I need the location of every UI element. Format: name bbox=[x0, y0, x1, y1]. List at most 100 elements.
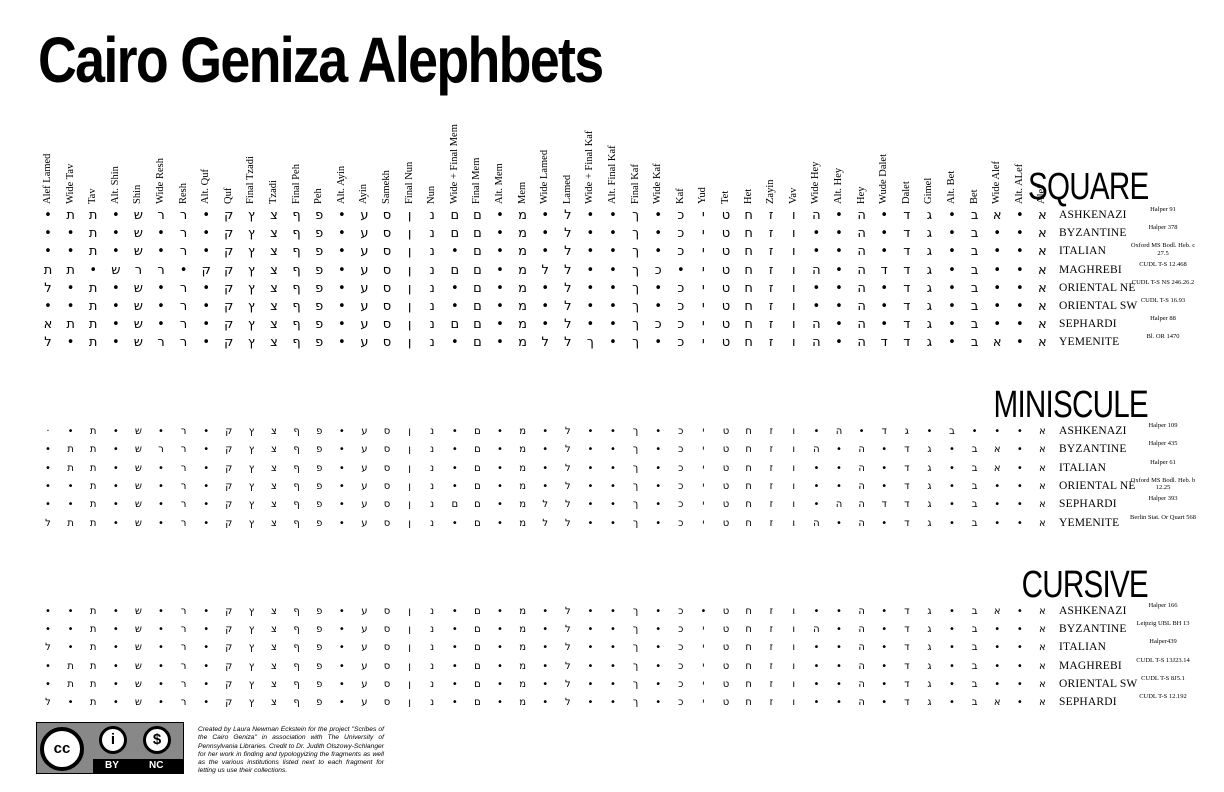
letter-glyph: • bbox=[1016, 660, 1023, 672]
letter-glyph: ש bbox=[134, 642, 142, 654]
letter-glyph: ל bbox=[44, 335, 52, 351]
letter-glyph: ג bbox=[926, 244, 933, 260]
letter-glyph: ה bbox=[812, 208, 821, 223]
letter-glyph: י bbox=[701, 317, 705, 333]
letter-glyph: א bbox=[1039, 697, 1046, 708]
letter-glyph: • bbox=[45, 462, 51, 474]
letter-glyph: • bbox=[948, 226, 956, 242]
letter-glyph: • bbox=[203, 660, 210, 672]
source-label: Halper439 bbox=[1149, 638, 1177, 646]
letter-glyph: מ bbox=[519, 678, 526, 690]
letter-glyph: • bbox=[994, 624, 1001, 636]
cc-license-badge[interactable]: cc i $ BY NC bbox=[36, 722, 184, 774]
letter-glyph: מ bbox=[518, 226, 528, 242]
letter-glyph: ך bbox=[632, 426, 639, 437]
letter-glyph: • bbox=[338, 642, 345, 654]
column-header: Quf bbox=[222, 187, 234, 204]
letter-glyph: • bbox=[813, 426, 820, 437]
letter-glyph: צ bbox=[270, 226, 278, 242]
letter-glyph: ק bbox=[224, 335, 234, 351]
letter-glyph: ף bbox=[293, 480, 300, 492]
letter-glyph: ז bbox=[769, 462, 773, 474]
letter-glyph: • bbox=[203, 642, 210, 654]
column-header: Wude Dalet bbox=[878, 153, 890, 204]
letter-glyph: • bbox=[45, 660, 51, 672]
letter-glyph: ן bbox=[407, 262, 412, 278]
letter-glyph: ף bbox=[293, 462, 300, 474]
letter-glyph: ת bbox=[43, 262, 53, 278]
letter-glyph: ד bbox=[904, 660, 910, 672]
letter-glyph: נ bbox=[430, 697, 435, 708]
letter-glyph: • bbox=[881, 624, 888, 636]
letter-glyph: פ bbox=[315, 244, 324, 260]
letter-glyph: • bbox=[610, 462, 616, 474]
letter-glyph: • bbox=[112, 480, 119, 492]
tradition-label: BYZANTINE bbox=[1059, 227, 1127, 240]
letter-glyph: ם bbox=[450, 262, 460, 278]
letter-glyph: ן bbox=[407, 299, 412, 314]
letter-glyph: • bbox=[542, 642, 549, 654]
letter-glyph: ק bbox=[225, 426, 233, 437]
letter-glyph: ף bbox=[293, 678, 300, 690]
letter-glyph: • bbox=[654, 244, 663, 260]
letter-glyph: ך bbox=[632, 208, 640, 223]
letter-glyph: ש bbox=[134, 426, 142, 437]
letter-glyph: • bbox=[111, 335, 120, 351]
letter-glyph: • bbox=[610, 660, 616, 672]
letter-glyph: • bbox=[881, 642, 888, 654]
letter-glyph: מ bbox=[518, 280, 528, 296]
letter-glyph: ם bbox=[473, 244, 482, 260]
letter-glyph: ה bbox=[858, 462, 865, 474]
letter-glyph: • bbox=[609, 208, 617, 223]
letter-glyph: • bbox=[112, 642, 119, 654]
letter-glyph: ז bbox=[769, 642, 773, 654]
letter-glyph: ש bbox=[134, 462, 142, 474]
letter-glyph: • bbox=[338, 480, 345, 492]
tradition-label: YEMENITE bbox=[1059, 516, 1120, 529]
letter-glyph: ל bbox=[564, 299, 572, 314]
letter-glyph: • bbox=[112, 624, 119, 636]
letter-glyph: • bbox=[497, 678, 503, 690]
letter-glyph: ש bbox=[134, 678, 142, 690]
letter-glyph: ך bbox=[632, 624, 639, 636]
letter-glyph: ק bbox=[225, 606, 233, 617]
letter-glyph: ל bbox=[542, 517, 549, 529]
letter-glyph: • bbox=[541, 226, 550, 242]
letter-glyph: כ bbox=[678, 426, 684, 437]
letter-glyph: • bbox=[541, 317, 550, 333]
letter-glyph: • bbox=[610, 624, 616, 636]
letter-glyph: • bbox=[45, 444, 51, 456]
letter-glyph: כ bbox=[677, 244, 685, 260]
letter-glyph: א bbox=[1039, 642, 1046, 654]
letter-glyph: ד bbox=[881, 426, 887, 437]
letter-glyph: ף bbox=[293, 642, 300, 654]
letter-glyph: ם bbox=[474, 517, 481, 529]
tradition-label: ITALIAN bbox=[1059, 245, 1107, 258]
letter-glyph: • bbox=[337, 244, 346, 260]
letter-glyph: • bbox=[1015, 244, 1024, 260]
letter-glyph: א bbox=[993, 697, 1001, 708]
letter-glyph: ג bbox=[927, 624, 932, 636]
letter-glyph: ב bbox=[970, 335, 979, 351]
letter-glyph: ק bbox=[225, 480, 233, 492]
letter-glyph: ח bbox=[745, 517, 752, 529]
letter-glyph: ר bbox=[180, 517, 187, 529]
letter-glyph: ת bbox=[66, 208, 75, 223]
letter-glyph: ח bbox=[744, 244, 753, 260]
letter-glyph: ד bbox=[904, 624, 910, 636]
letter-glyph: ק bbox=[201, 262, 211, 278]
letter-glyph: א bbox=[1039, 426, 1046, 437]
letter-glyph: ע bbox=[361, 697, 368, 708]
column-header: Ayin bbox=[358, 183, 370, 204]
letter-glyph: • bbox=[337, 262, 346, 278]
letter-glyph: ק bbox=[224, 262, 234, 278]
letter-glyph: ק bbox=[224, 244, 234, 260]
letter-glyph: ק bbox=[224, 208, 234, 223]
letter-glyph: נ bbox=[430, 606, 435, 617]
letter-glyph: • bbox=[948, 208, 956, 223]
letter-glyph: ח bbox=[745, 499, 752, 511]
letter-glyph: ן bbox=[407, 208, 412, 223]
letter-glyph: • bbox=[66, 244, 75, 260]
letter-glyph: נ bbox=[430, 444, 435, 456]
letter-glyph: פ bbox=[315, 299, 324, 314]
